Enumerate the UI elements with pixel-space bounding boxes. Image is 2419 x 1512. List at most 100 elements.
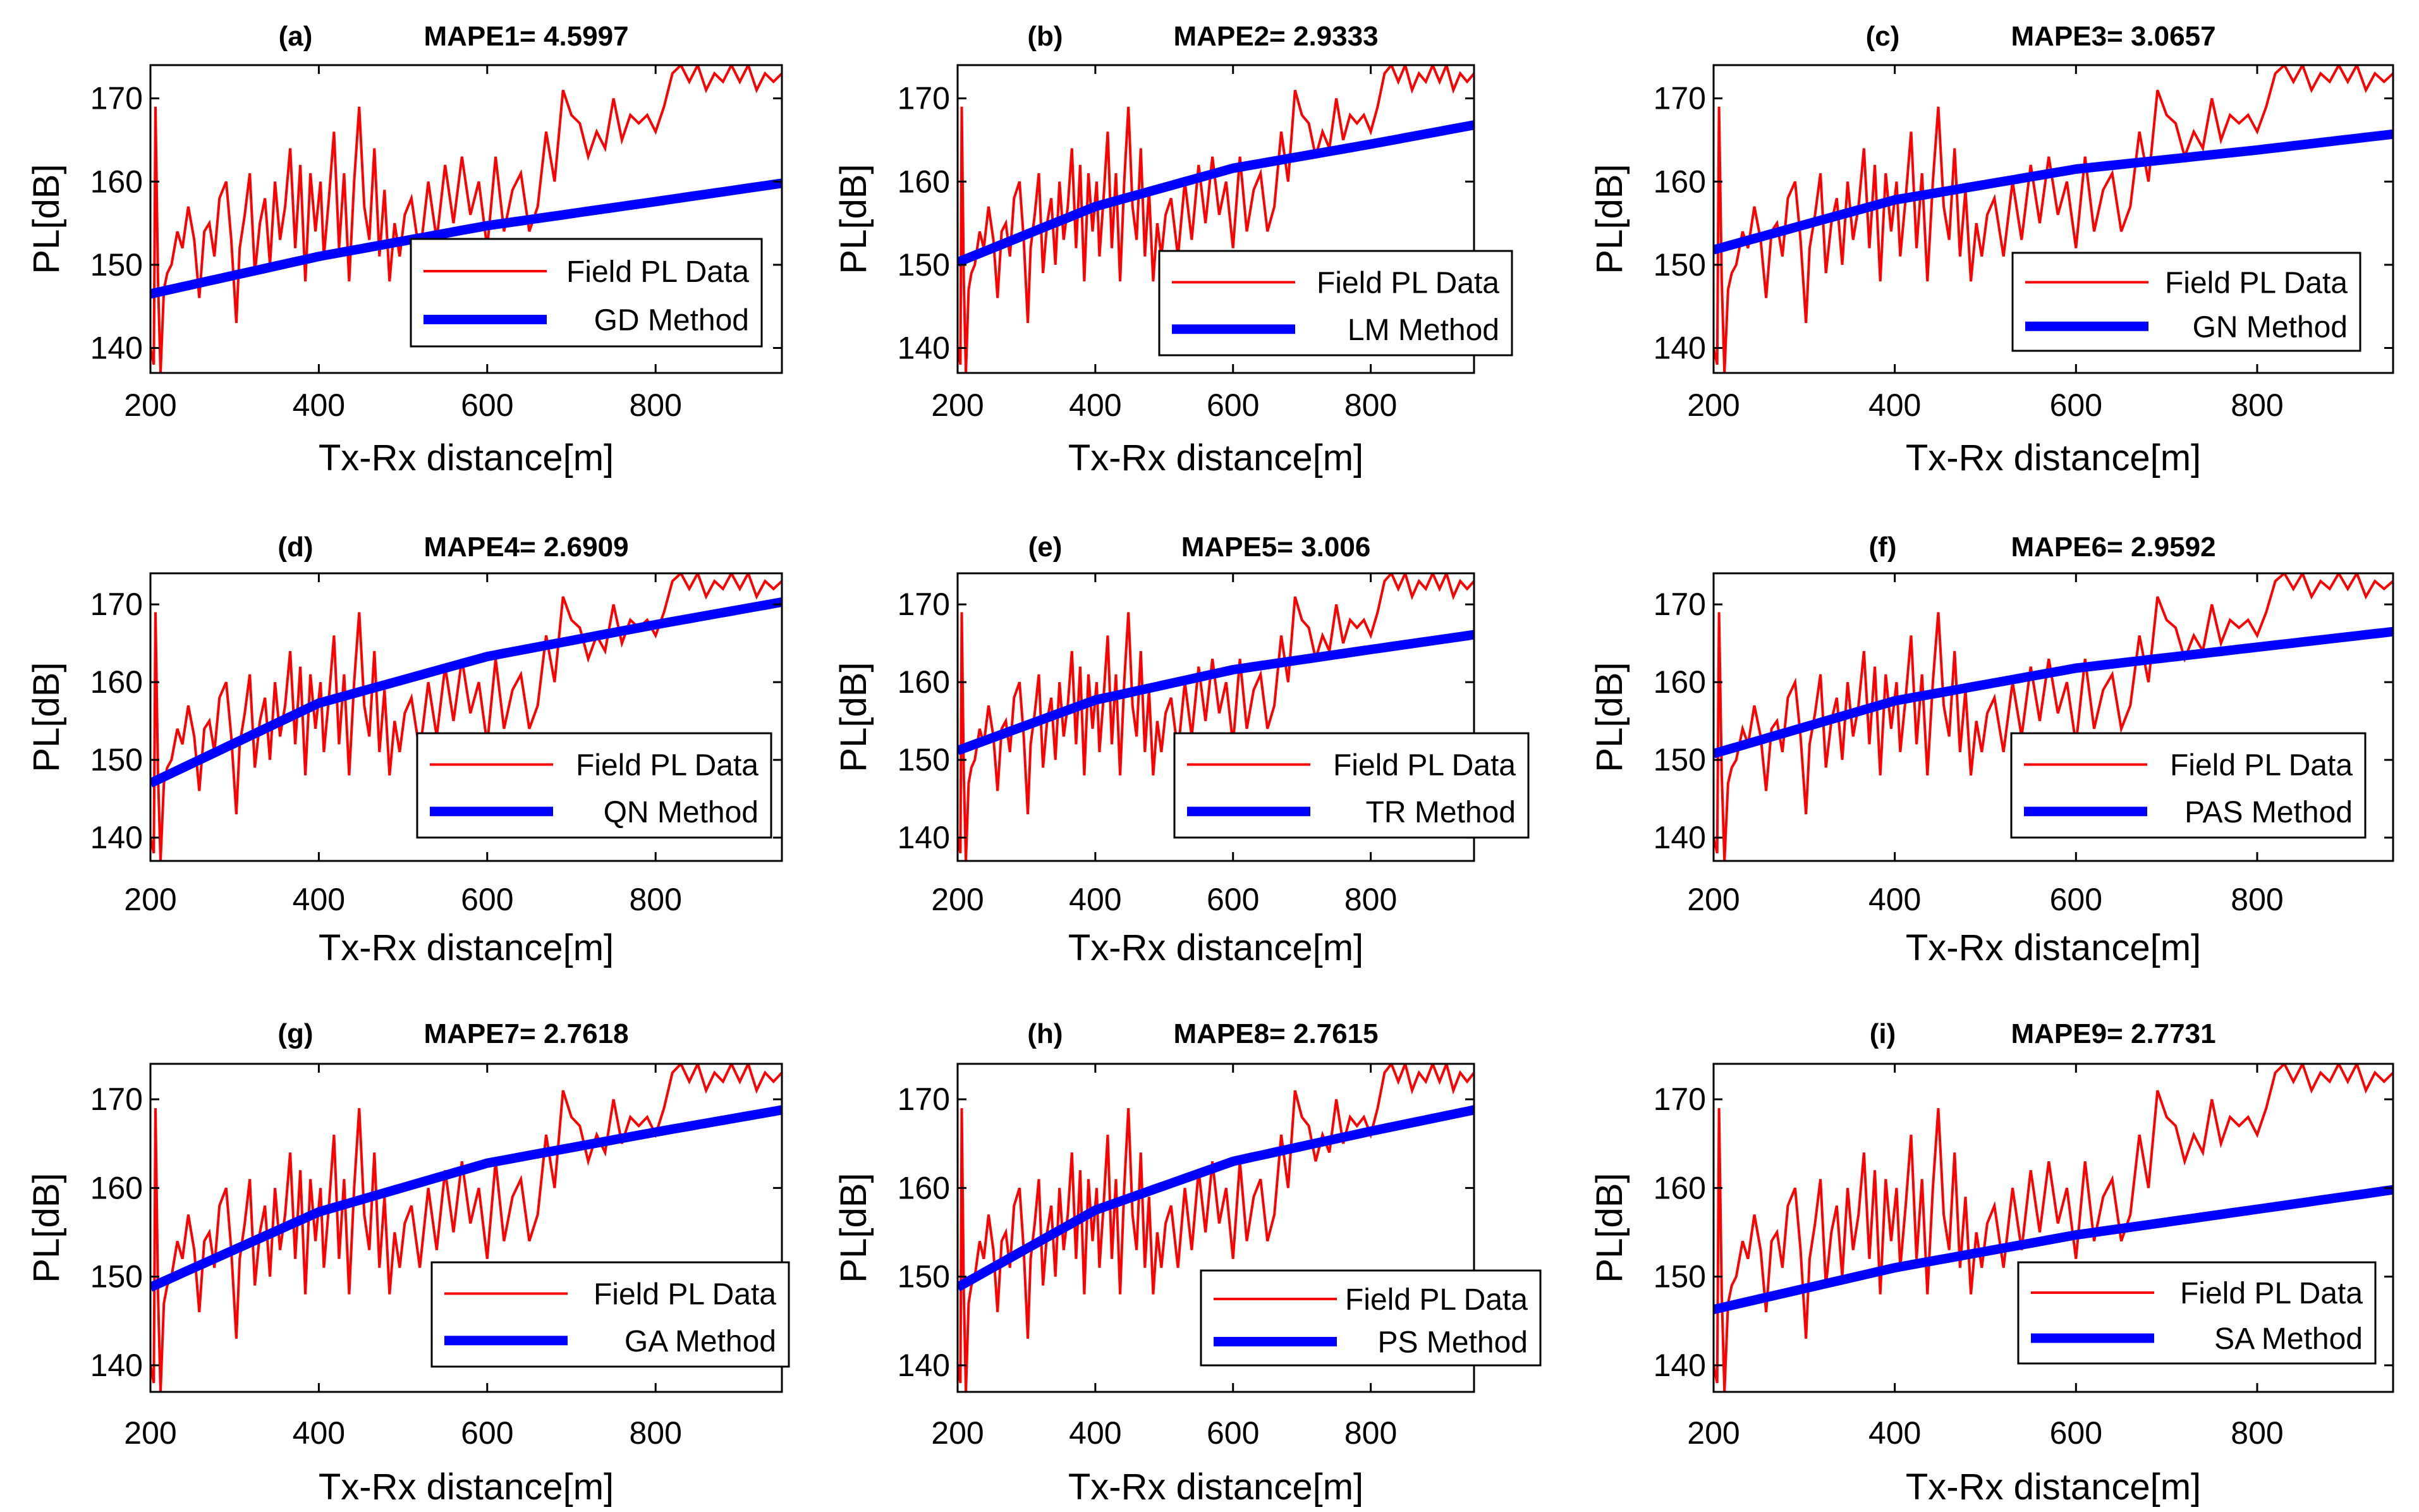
y-axis-label: PL[dB]	[26, 1173, 67, 1283]
axes-box	[1712, 572, 2394, 862]
x-tick-label: 200	[931, 387, 984, 423]
subplot-d: (d) MAPE4= 2.6909 200 400 600 800 140 150 160 170…	[26, 532, 783, 968]
y-tick-label: 150	[1654, 1259, 1706, 1295]
legend-label-field: Field PL Data	[1333, 749, 1516, 783]
legend-label-method: GD Method	[594, 304, 749, 338]
legend-box	[2017, 1261, 2377, 1365]
legend-label-field: Field PL Data	[2180, 1277, 2363, 1310]
y-tick-label: 160	[898, 164, 950, 199]
y-tick-label: 160	[898, 1170, 950, 1205]
y-axis-label: PL[dB]	[1589, 662, 1630, 772]
x-tick-label: 800	[2231, 1415, 2283, 1451]
y-tick-label: 150	[1654, 742, 1706, 777]
x-tick-label: 600	[1207, 387, 1259, 423]
legend: Field PL Data QN Method	[416, 732, 772, 839]
x-tick-label: 600	[1207, 1415, 1259, 1451]
y-tick-label: 150	[898, 1259, 950, 1295]
axes-box	[1712, 64, 2394, 374]
axes-box	[149, 1063, 783, 1393]
plot-title: MAPE4= 2.6909	[423, 532, 628, 563]
axes-box	[149, 572, 783, 862]
legend: Field PL Data LM Method	[1158, 250, 1513, 357]
y-axis-label: PL[dB]	[833, 662, 874, 772]
legend-label-field: Field PL Data	[1345, 1283, 1528, 1317]
model-curve	[1714, 626, 2393, 759]
y-tick-label: 150	[898, 247, 950, 283]
legend: Field PL Data GA Method	[430, 1261, 790, 1368]
x-tick-label: 400	[293, 882, 345, 917]
plot-title: MAPE5= 3.006	[1181, 532, 1371, 563]
axes-box	[1712, 1063, 2394, 1393]
y-tick-label: 140	[1654, 331, 1706, 366]
panel-id: (a)	[279, 21, 313, 52]
y-tick-label: 170	[898, 1082, 950, 1117]
model-curve	[150, 178, 782, 299]
plot-title: MAPE3= 3.0657	[2011, 21, 2215, 52]
y-tick-label: 140	[1654, 1348, 1706, 1383]
x-tick-label: 800	[1344, 1415, 1397, 1451]
y-tick-label: 140	[1654, 820, 1706, 855]
y-tick-label: 160	[898, 664, 950, 700]
x-tick-label: 200	[124, 1415, 176, 1451]
y-axis-label: PL[dB]	[1589, 164, 1630, 274]
x-tick-label: 400	[1868, 882, 1921, 917]
legend-label-field: Field PL Data	[566, 255, 749, 289]
plot-title: MAPE6= 2.9592	[2011, 532, 2215, 563]
y-tick-label: 140	[90, 820, 143, 855]
x-tick-label: 600	[461, 882, 513, 917]
y-tick-label: 160	[1654, 164, 1706, 199]
legend: Field PL Data PS Method	[1200, 1269, 1542, 1367]
legend-label-field: Field PL Data	[2170, 749, 2353, 783]
x-tick-label: 600	[461, 1415, 513, 1451]
x-axis-label: Tx-Rx distance[m]	[319, 1466, 614, 1508]
legend-label-method: GN Method	[2193, 310, 2348, 344]
y-tick-label: 160	[90, 664, 143, 700]
plot-title: MAPE7= 2.7618	[423, 1018, 628, 1049]
x-axis-label: Tx-Rx distance[m]	[1906, 927, 2201, 968]
legend-box	[1200, 1269, 1542, 1367]
legend: Field PL Data GD Method	[410, 238, 763, 348]
y-tick-label: 170	[898, 81, 950, 116]
y-tick-label: 150	[1654, 247, 1706, 283]
legend-label-method: LM Method	[1348, 314, 1499, 347]
y-tick-label: 140	[898, 1348, 950, 1383]
legend-label-field: Field PL Data	[576, 749, 759, 783]
y-tick-label: 140	[90, 331, 143, 366]
subplot-f: (f) MAPE6= 2.9592 200 400 600 800 140 150 160 170…	[1589, 532, 2394, 968]
y-tick-label: 160	[1654, 1170, 1706, 1205]
panel-id: (f)	[1869, 532, 1897, 563]
x-tick-label: 800	[629, 1415, 681, 1451]
x-axis-label: Tx-Rx distance[m]	[1068, 927, 1363, 968]
y-tick-label: 170	[1654, 587, 1706, 622]
y-tick-label: 150	[90, 742, 143, 777]
x-tick-label: 400	[1868, 1415, 1921, 1451]
plot-title: MAPE2= 2.9333	[1173, 21, 1378, 52]
panel-id: (i)	[1870, 1018, 1896, 1049]
x-axis-label: Tx-Rx distance[m]	[1906, 437, 2201, 479]
x-axis-label: Tx-Rx distance[m]	[319, 437, 614, 479]
y-tick-label: 170	[90, 587, 143, 622]
x-tick-label: 800	[629, 882, 681, 917]
x-tick-label: 400	[1069, 387, 1121, 423]
legend-label-method: PS Method	[1378, 1326, 1528, 1360]
legend-label-method: TR Method	[1366, 796, 1516, 829]
axes-box	[956, 64, 1475, 374]
x-tick-label: 200	[931, 1415, 984, 1451]
legend-box	[1158, 250, 1513, 357]
axes-box	[956, 1063, 1475, 1393]
x-axis-label: Tx-Rx distance[m]	[1068, 1466, 1363, 1508]
legend-label-field: Field PL Data	[594, 1278, 776, 1312]
y-tick-label: 170	[90, 81, 143, 116]
x-tick-label: 400	[1069, 1415, 1121, 1451]
subplot-e: (e) MAPE5= 3.006 200 400 600 800 140 150 160 170 T…	[833, 532, 1530, 968]
legend: Field PL Data GN Method	[2011, 252, 2361, 352]
model-curve	[1714, 1185, 2393, 1314]
y-tick-label: 160	[90, 164, 143, 199]
y-axis-label: PL[dB]	[1589, 1173, 1630, 1283]
y-tick-label: 140	[90, 1348, 143, 1383]
legend-label-field: Field PL Data	[2165, 267, 2348, 300]
legend: Field PL Data PAS Method	[2010, 732, 2367, 839]
legend-label-method: GA Method	[625, 1325, 776, 1358]
legend-box	[2011, 252, 2361, 352]
y-tick-label: 170	[1654, 1082, 1706, 1117]
